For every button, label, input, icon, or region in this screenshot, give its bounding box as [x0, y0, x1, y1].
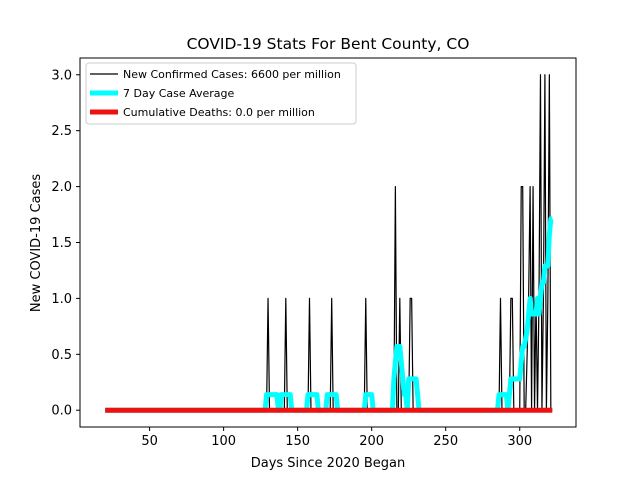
x-tick-label: 200: [359, 434, 384, 449]
x-tick-label: 50: [141, 434, 158, 449]
plot-series: [105, 74, 554, 413]
legend-label-0: New Confirmed Cases: 6600 per million: [123, 68, 341, 81]
y-tick-label: 0.0: [51, 404, 72, 419]
y-axis-label: New COVID-19 Cases: [29, 174, 44, 312]
y-tick-label: 1.5: [51, 236, 72, 251]
legend-label-1: 7 Day Case Average: [123, 87, 235, 100]
x-tick-label: 100: [211, 434, 236, 449]
y-axis: 0.0 0.5 1.0 1.5 2.0 2.5 3.0: [51, 68, 80, 419]
legend-box: [85, 62, 357, 125]
legend: New Confirmed Cases: 6600 per million 7 D…: [85, 62, 357, 125]
y-tick-label: 1.0: [51, 292, 72, 307]
y-tick-label: 2.0: [51, 180, 72, 195]
x-tick-label: 300: [507, 434, 532, 449]
x-tick-label: 250: [433, 434, 458, 449]
x-tick-label: 150: [285, 434, 310, 449]
legend-label-2: Cumulative Deaths: 0.0 per million: [123, 106, 315, 119]
y-tick-label: 3.0: [51, 68, 72, 83]
y-tick-label: 2.5: [51, 124, 72, 139]
x-axis-label: Days Since 2020 Began: [251, 456, 406, 471]
chart-title: COVID-19 Stats For Bent County, CO: [187, 35, 470, 53]
x-axis: 50 100 150 200 250 300: [141, 427, 532, 449]
y-tick-label: 0.5: [51, 348, 72, 363]
